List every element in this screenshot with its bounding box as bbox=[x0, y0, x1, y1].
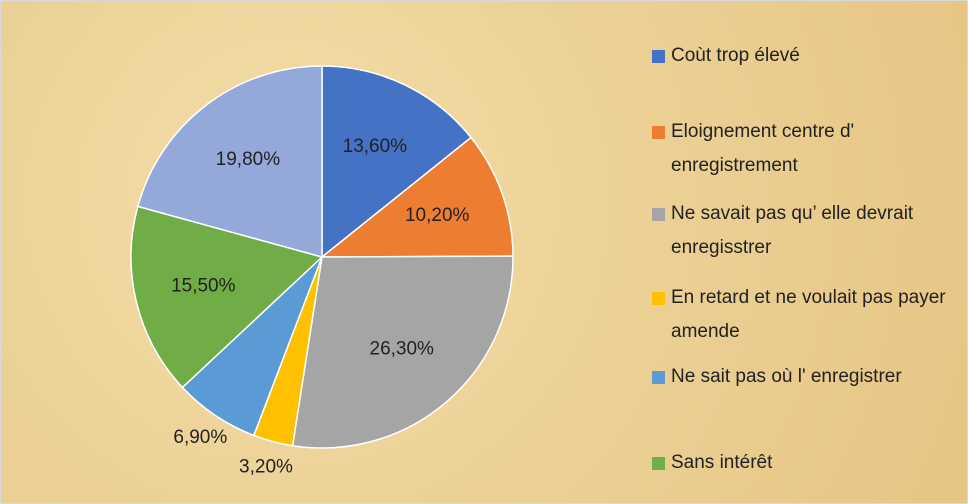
legend-entry: Ne sait pas où l' enregistrer bbox=[652, 360, 952, 394]
data-label: 15,50% bbox=[171, 275, 236, 296]
legend-swatch bbox=[652, 50, 665, 63]
legend-entry: Coùt trop élevé bbox=[652, 39, 952, 73]
legend-swatch bbox=[652, 208, 665, 221]
legend-entry: Ne savait pas qu’ elle devrait enregisst… bbox=[652, 197, 952, 265]
data-label: 26,30% bbox=[370, 339, 435, 360]
data-label: 6,90% bbox=[173, 427, 227, 448]
data-label: 19,80% bbox=[216, 149, 281, 170]
legend-label: Ne savait pas qu’ elle devrait enregisst… bbox=[671, 203, 914, 258]
legend-swatch bbox=[652, 371, 665, 384]
pie-slice bbox=[136, 65, 323, 258]
data-label: 13,60% bbox=[343, 136, 408, 157]
pie-slice bbox=[130, 205, 324, 389]
pie-slice bbox=[291, 255, 514, 449]
legend-label: Eloignement centre d' enregistrement bbox=[671, 121, 855, 176]
legend-swatch bbox=[652, 126, 665, 139]
data-label: 3,20% bbox=[239, 457, 293, 478]
legend-label: Sans intérêt bbox=[671, 452, 773, 473]
legend-swatch bbox=[652, 457, 665, 470]
legend-label: En retard et ne voulait pas payer amende bbox=[671, 287, 946, 342]
data-label: 10,20% bbox=[405, 205, 470, 226]
legend-entry: Sans intérêt bbox=[652, 446, 952, 480]
legend-swatch bbox=[652, 292, 665, 305]
pie-slice bbox=[321, 65, 473, 259]
legend-label: Coùt trop élevé bbox=[671, 45, 800, 66]
legend-entry: Eloignement centre d' enregistrement bbox=[652, 115, 952, 183]
legend-label: Ne sait pas où l' enregistrer bbox=[671, 366, 902, 387]
pie-slice bbox=[319, 136, 514, 258]
legend-entry: En retard et ne voulait pas payer amende bbox=[652, 281, 952, 349]
